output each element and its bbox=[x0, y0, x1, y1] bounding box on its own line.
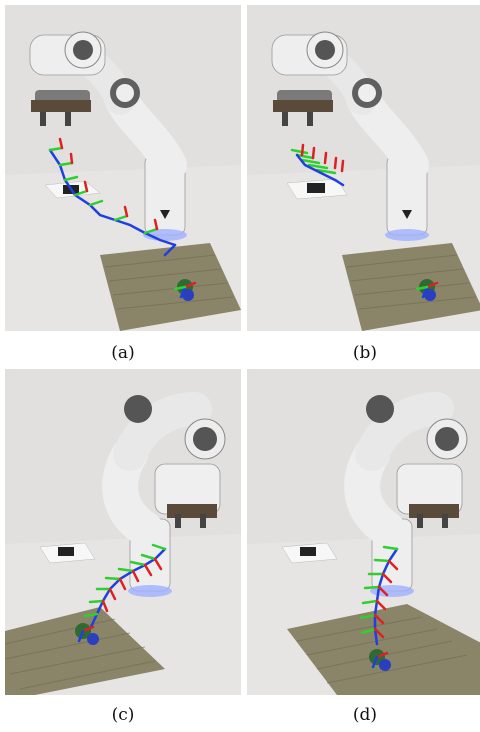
caption-a: (a) bbox=[111, 343, 135, 363]
photo-panel-c bbox=[5, 369, 241, 695]
caption-b: (b) bbox=[352, 343, 378, 363]
photo-panel-a bbox=[5, 5, 241, 331]
robot-photo-c bbox=[5, 369, 241, 695]
robot-photo-a bbox=[5, 5, 241, 331]
photo-panel-d bbox=[247, 369, 480, 695]
robot-photo-b bbox=[247, 5, 480, 331]
caption-c: (c) bbox=[111, 705, 135, 725]
robot-photo-d bbox=[247, 369, 480, 695]
caption-d: (d) bbox=[352, 705, 378, 725]
photo-panel-b bbox=[247, 5, 480, 331]
